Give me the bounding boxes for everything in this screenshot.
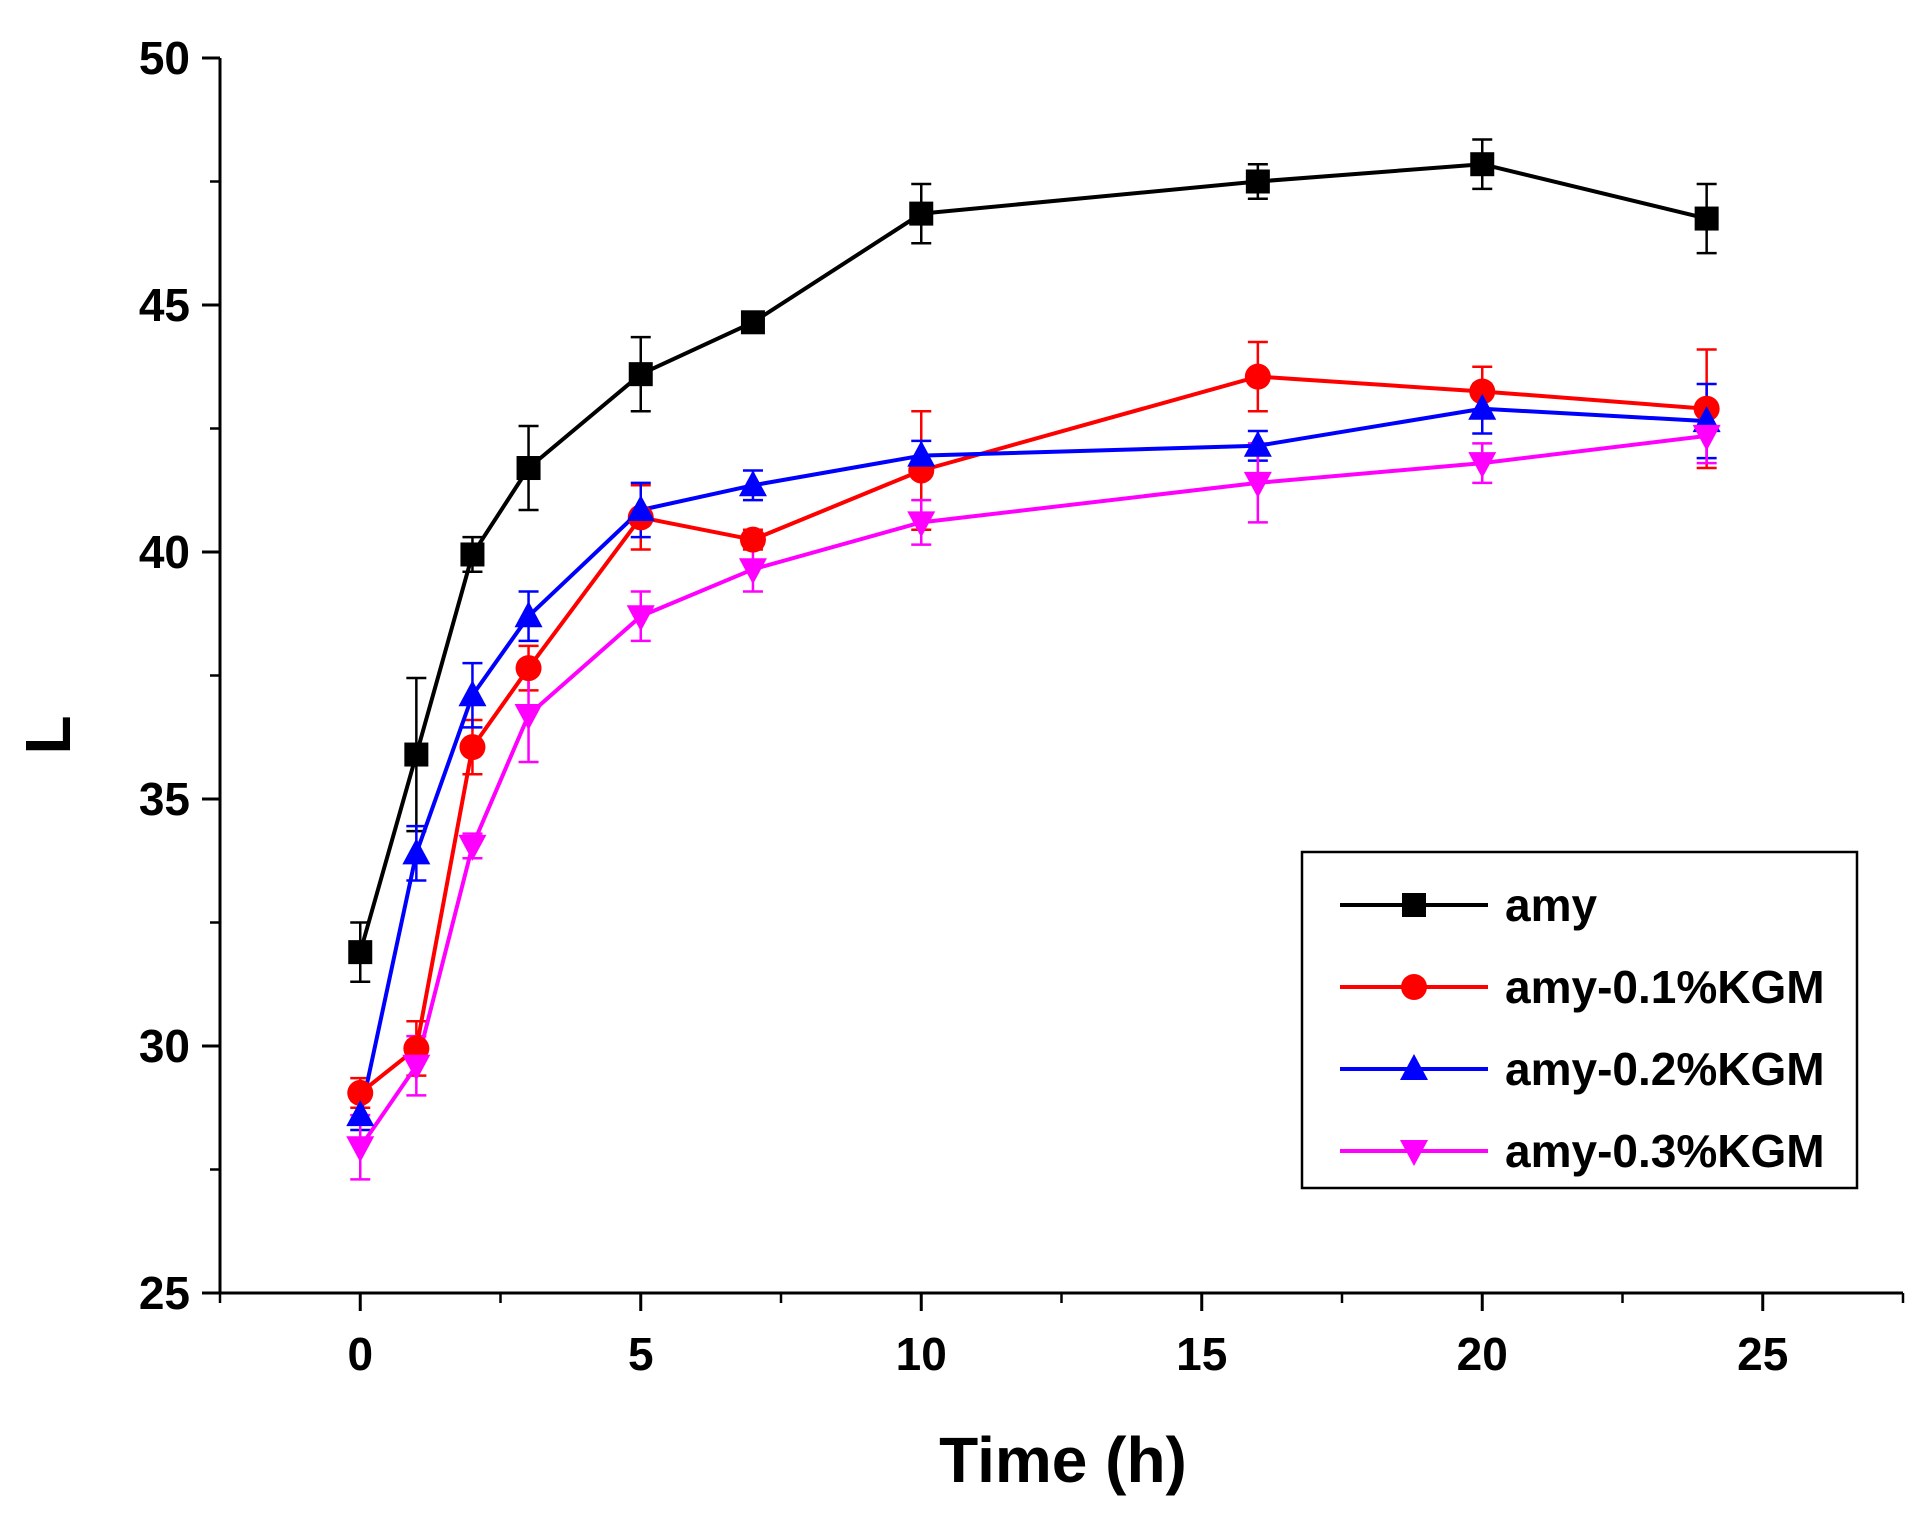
axes	[202, 56, 1905, 1311]
data-point-amy-02-kgm	[458, 680, 487, 707]
data-point-amy-03-kgm	[402, 1054, 431, 1081]
x-axis-title: Time (h)	[939, 1424, 1187, 1496]
legend-label-amy: amy	[1505, 879, 1597, 931]
x-tick-label: 0	[347, 1328, 373, 1380]
legend-marker-amy-02-kgm	[1400, 1054, 1428, 1080]
data-point-amy	[1694, 206, 1719, 231]
series-line-amy-03-kgm	[358, 433, 1707, 1149]
series-line-amy	[358, 162, 1708, 953]
data-point-amy-02-kgm	[907, 440, 936, 467]
x-tick-label: 10	[896, 1328, 947, 1380]
data-point-amy-02-kgm	[514, 601, 543, 628]
data-point-amy-03-kgm	[738, 558, 767, 585]
y-tick-label: 35	[139, 773, 190, 825]
legend-label-amy-03-kgm: amy-0.3%KGM	[1505, 1125, 1825, 1177]
x-tick-label: 20	[1457, 1328, 1508, 1380]
legend: amy amy-0.1%KGM amy-0.2%KGM amy-0.3%KGM	[1300, 850, 1859, 1190]
data-point-amy-02-kgm	[346, 1100, 375, 1127]
data-point-amy-02-kgm	[1468, 393, 1497, 420]
y-tick-label: 40	[139, 526, 190, 578]
data-point-amy-03-kgm	[514, 704, 543, 731]
y-tick-label: 45	[139, 279, 190, 331]
x-tick-label: 5	[628, 1328, 654, 1380]
data-markers	[346, 152, 1721, 1163]
y-axis-title: L	[12, 715, 84, 754]
data-point-amy	[740, 310, 765, 335]
data-point-amy	[628, 362, 653, 387]
data-point-amy	[516, 456, 541, 481]
data-point-amy-03-kgm	[1692, 424, 1721, 451]
tick-labels: 25 30 35 40 45 50 0 5 10 15 20 25	[139, 32, 1789, 1380]
data-point-amy-03-kgm	[458, 834, 487, 861]
y-tick-label: 25	[139, 1267, 190, 1319]
data-point-amy-01-kgm	[1244, 363, 1271, 390]
data-point-amy	[460, 542, 485, 567]
data-point-amy-02-kgm	[1243, 430, 1272, 457]
data-point-amy-03-kgm	[1468, 452, 1497, 479]
data-point-amy-01-kgm	[515, 655, 542, 682]
legend-label-amy-01-kgm: amy-0.1%KGM	[1505, 961, 1825, 1013]
data-point-amy-02-kgm	[402, 838, 431, 865]
data-point-amy-03-kgm	[626, 605, 655, 632]
data-point-amy-02-kgm	[626, 495, 655, 522]
y-tick-label: 50	[139, 32, 190, 84]
data-point-amy-03-kgm	[907, 511, 936, 538]
data-point-amy-03-kgm	[1243, 471, 1272, 498]
data-point-amy-01-kgm	[459, 734, 486, 761]
x-tick-label: 25	[1737, 1328, 1788, 1380]
legend-marker-amy-01-kgm	[1401, 974, 1427, 1000]
data-point-amy-01-kgm	[739, 526, 766, 553]
legend-box	[1300, 850, 1859, 1190]
series-line-amy-01-kgm	[359, 374, 1707, 1095]
series-lines	[358, 162, 1708, 1149]
data-point-amy	[909, 201, 934, 226]
data-point-amy-03-kgm	[346, 1136, 375, 1163]
x-tick-label: 15	[1176, 1328, 1227, 1380]
legend-marker-amy	[1402, 893, 1426, 917]
legend-marker-amy-03-kgm	[1400, 1140, 1428, 1166]
data-point-amy	[1245, 169, 1270, 194]
data-point-amy-01-kgm	[347, 1079, 374, 1106]
data-point-amy	[1470, 152, 1495, 177]
data-point-amy	[348, 940, 373, 965]
y-tick-label: 30	[139, 1020, 190, 1072]
data-point-amy	[404, 742, 429, 767]
data-point-amy-01-kgm	[1469, 378, 1496, 405]
legend-label-amy-02-kgm: amy-0.2%KGM	[1505, 1043, 1825, 1095]
series-line-amy-02-kgm	[358, 406, 1707, 1116]
data-point-amy-02-kgm	[738, 470, 767, 497]
